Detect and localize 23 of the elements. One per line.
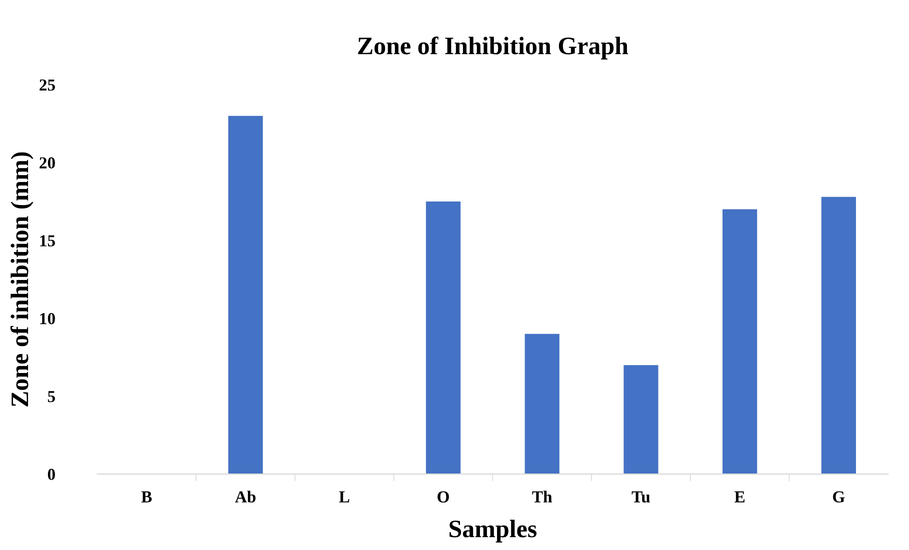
x-tick-label: Tu bbox=[632, 491, 650, 503]
x-tick-label: Ab bbox=[235, 490, 256, 502]
bar bbox=[624, 365, 658, 474]
x-tick-label: B bbox=[141, 491, 152, 502]
bar bbox=[426, 202, 461, 474]
y-tick-label: 20 bbox=[40, 157, 55, 169]
x-tick-label: Th bbox=[532, 490, 552, 502]
bar bbox=[722, 209, 758, 474]
y-tick-label: 15 bbox=[40, 235, 55, 246]
x-tick-label: L bbox=[339, 491, 350, 502]
chart-title: Zone of Inhibition Graph bbox=[358, 36, 628, 60]
y-tick-label: 25 bbox=[40, 79, 55, 91]
bar bbox=[228, 116, 263, 474]
y-axis-title: Zone of inhibition (mm) bbox=[10, 152, 34, 406]
bar bbox=[821, 196, 856, 474]
x-tick-label: G bbox=[833, 491, 845, 502]
y-tick-label: 0 bbox=[48, 468, 55, 480]
y-tick-label: 5 bbox=[48, 391, 55, 402]
x-tick-label: O bbox=[438, 491, 449, 502]
x-tick-label: E bbox=[734, 491, 745, 502]
x-axis-title: Samples bbox=[450, 520, 537, 542]
bar bbox=[524, 334, 560, 474]
y-tick-label: 10 bbox=[40, 313, 55, 324]
